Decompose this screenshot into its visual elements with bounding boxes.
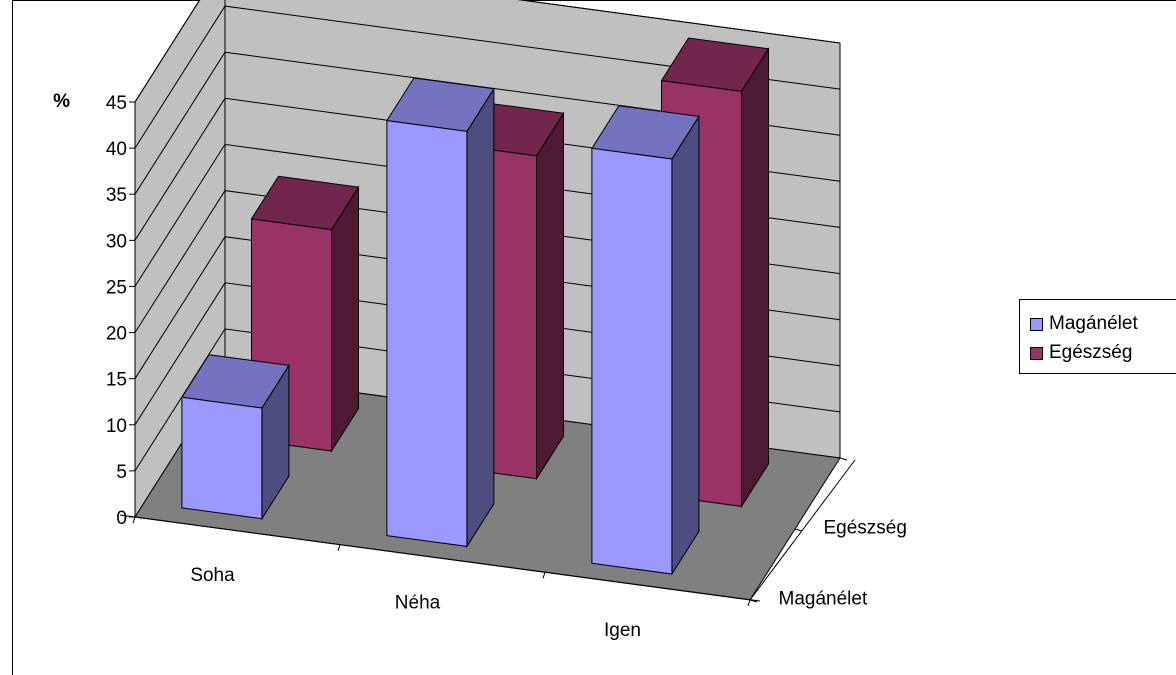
legend: Magánélet Egészség [1019,299,1176,374]
y-unit-label: % [53,91,70,112]
y-tick-label: 35 [106,185,127,206]
bar-egeszseg-2-side [741,47,769,509]
depth-tick-label: Egészség [824,518,907,539]
y-tick-label: 40 [106,139,127,160]
bar-maganelet-2 [591,105,700,576]
x-tick [542,572,546,579]
bar-maganelet-2-side [671,114,700,576]
bar-maganelet-1-side [466,87,495,549]
depth-tick [749,599,758,603]
bar-maganelet-1-front [386,120,468,547]
y-tick-label: 15 [106,370,127,391]
y-tick-label: 10 [106,416,127,437]
legend-label-maganelet: Magánélet [1049,313,1138,334]
y-tick-label: 5 [116,462,127,483]
y-tick-label: 0 [116,508,127,529]
gridline [134,5,841,149]
x-tick [337,544,341,551]
depth-axis [749,459,856,601]
depth-tick [794,528,803,532]
legend-label-egeszseg: Egészség [1049,342,1133,363]
legend-item-egeszseg: Egészség [1030,341,1132,365]
legend-swatch-egeszseg [1030,346,1043,360]
y-tick-label: 20 [106,324,127,345]
bar-maganelet-0-front [181,396,263,520]
bar-egeszseg-1-side [536,111,564,481]
bar-maganelet-1 [386,77,495,549]
x-axis [119,514,761,602]
bar-maganelet-2-front [591,147,673,575]
x-tick-label: Igen [604,620,641,641]
bar-egeszseg-0-side [331,185,359,453]
y-tick-label: 25 [106,277,127,298]
x-tick [132,516,136,524]
legend-item-maganelet: Magánélet [1030,312,1138,336]
depth-tick [839,457,848,461]
depth-tick-label: Magánélet [779,589,868,610]
bar-maganelet-0 [181,354,290,521]
gridline [134,0,841,103]
y-tick-label: 45 [106,93,127,114]
x-tick-label: Néha [395,593,441,614]
y-tick-label: 30 [106,231,127,252]
legend-swatch-maganelet [1030,317,1043,331]
x-tick-label: Soha [190,565,235,586]
x-tick [747,599,751,607]
